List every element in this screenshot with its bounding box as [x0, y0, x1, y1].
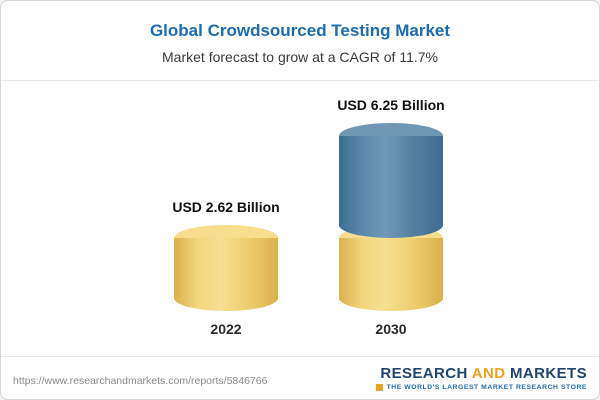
x-axis-label-2022: 2022 — [210, 321, 242, 337]
bar-group-2030: USD 6.25 Billion 2030 — [337, 97, 445, 337]
logo-word-markets: MARKETS — [510, 365, 587, 382]
bar-value-label-2022: USD 2.62 Billion — [172, 199, 280, 215]
header-divider — [1, 80, 599, 81]
bar-group-2022: USD 2.62 Billion 2022 — [172, 199, 280, 337]
bar-value-label-2030: USD 6.25 Billion — [337, 97, 445, 113]
bar-2030-base-segment — [339, 225, 443, 311]
logo-word-and: AND — [471, 365, 506, 382]
logo-tagline: THE WORLD'S LARGEST MARKET RESEARCH STOR… — [386, 384, 587, 391]
bar-2022-segment — [174, 225, 278, 311]
logo-tagline-row: THE WORLD'S LARGEST MARKET RESEARCH STOR… — [375, 384, 587, 391]
chart-title: Global Crowdsourced Testing Market — [149, 21, 451, 40]
report-url-link[interactable]: https://www.researchandmarkets.com/repor… — [13, 375, 268, 387]
logo-gold-mark-icon — [375, 384, 383, 391]
bar-2030 — [339, 123, 443, 311]
bar-2030-growth-segment — [339, 123, 443, 238]
logo-word-research: RESEARCH — [380, 365, 468, 382]
x-axis-label-2030: 2030 — [375, 321, 407, 337]
footer-divider — [1, 356, 599, 357]
bar-2030-base-body — [339, 238, 443, 311]
bar-2022 — [174, 225, 278, 311]
research-and-markets-logo: RESEARCH AND MARKETS THE WORLD'S LARGEST… — [375, 365, 587, 391]
bar-2030-growth-body — [339, 136, 443, 238]
chart-subtitle: Market forecast to grow at a CAGR of 11.… — [162, 49, 438, 65]
bar-2022-body — [174, 238, 278, 311]
logo-wordmark: RESEARCH AND MARKETS — [376, 365, 587, 382]
